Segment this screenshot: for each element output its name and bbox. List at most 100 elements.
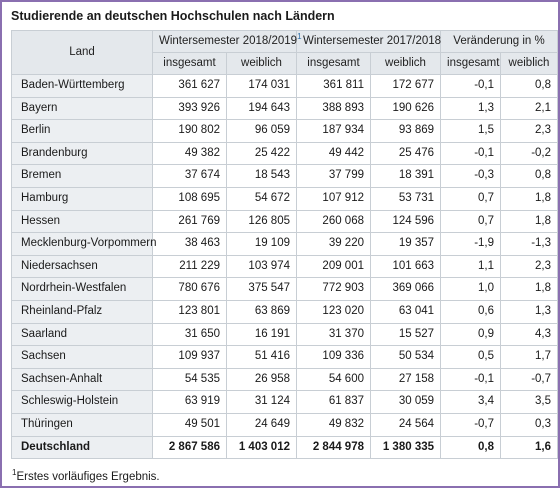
- table-row: Hamburg 108 695 54 672 107 912 53 731 0,7 1,8: [11, 186, 559, 211]
- header-ws2017: Wintersemester 2017/2018: [295, 30, 441, 53]
- value-cell: 53 731: [369, 186, 442, 211]
- value-cell: 24 564: [369, 412, 442, 437]
- land-name-cell: Bayern: [11, 96, 153, 121]
- header-ws2018-footnote-ref[interactable]: 1: [297, 32, 302, 42]
- value-cell: 187 934: [296, 119, 371, 143]
- value-cell: 190 626: [369, 96, 442, 121]
- value-cell: 361 811: [296, 74, 371, 98]
- table-row: Sachsen-Anhalt 54 535 26 958 54 600 27 158 -0…: [11, 367, 559, 392]
- value-cell: -0,2: [500, 141, 559, 166]
- value-cell: 0,5: [440, 345, 502, 369]
- value-cell: 0,8: [440, 435, 502, 460]
- value-cell: 37 674: [152, 164, 227, 188]
- land-name-cell: Bremen: [11, 164, 153, 188]
- land-name-cell: Nordrhein-Westfalen: [11, 277, 153, 301]
- table-row: Rheinland-Pfalz 123 801 63 869 123 020 63 04…: [11, 299, 559, 324]
- value-cell: 108 695: [152, 186, 227, 211]
- land-name-cell: Hamburg: [11, 186, 153, 211]
- value-cell: 1,6: [500, 435, 559, 460]
- table-title: Studierende an deutschen Hochschulen nac…: [11, 9, 335, 23]
- value-cell: 54 535: [152, 367, 227, 392]
- value-cell: 63 041: [369, 299, 442, 324]
- value-cell: 3,5: [500, 390, 559, 414]
- value-cell: 1,3: [500, 299, 559, 324]
- value-cell: -1,3: [500, 232, 559, 256]
- header-land: Land: [11, 30, 153, 75]
- value-cell: 174 031: [226, 74, 297, 98]
- value-cell: -1,9: [440, 232, 502, 256]
- value-cell: 1,0: [440, 277, 502, 301]
- land-name-cell: Saarland: [11, 322, 153, 347]
- value-cell: 393 926: [152, 96, 227, 121]
- value-cell: 24 649: [226, 412, 297, 437]
- land-name-cell: Sachsen: [11, 345, 153, 369]
- value-cell: 1,1: [440, 254, 502, 279]
- value-cell: 49 382: [152, 141, 227, 166]
- subheader-cell: weiblich: [226, 52, 297, 75]
- value-cell: 50 534: [369, 345, 442, 369]
- value-cell: 25 476: [369, 141, 442, 166]
- value-cell: 96 059: [226, 119, 297, 143]
- value-cell: -0,1: [440, 367, 502, 392]
- value-cell: 190 802: [152, 119, 227, 143]
- value-cell: 19 109: [226, 232, 297, 256]
- value-cell: 361 627: [152, 74, 227, 98]
- table-row: Brandenburg 49 382 25 422 49 442 25 476 -0,1-…: [11, 141, 559, 166]
- land-name-cell: Sachsen-Anhalt: [11, 367, 153, 392]
- total-row: Deutschland 2 867 586 1 403 012 2 844 978 1 …: [11, 435, 559, 460]
- value-cell: 2,1: [500, 96, 559, 121]
- value-cell: 1,3: [440, 96, 502, 121]
- value-cell: 0,8: [500, 74, 559, 98]
- value-cell: -0,1: [440, 74, 502, 98]
- land-name-cell: Baden-Württemberg: [11, 74, 153, 98]
- value-cell: 109 336: [296, 345, 371, 369]
- value-cell: 63 869: [226, 299, 297, 324]
- value-cell: 107 912: [296, 186, 371, 211]
- value-cell: 49 832: [296, 412, 371, 437]
- land-name-cell: Thüringen: [11, 412, 153, 437]
- table-row: Baden-Württemberg 361 627 174 031 361 811 17…: [11, 74, 559, 98]
- header-ws2018: Wintersemester 2018/20191: [152, 30, 302, 53]
- value-cell: 16 191: [226, 322, 297, 347]
- value-cell: 123 020: [296, 299, 371, 324]
- land-name-cell: Brandenburg: [11, 141, 153, 166]
- land-name-cell: Hessen: [11, 209, 153, 234]
- value-cell: 54 600: [296, 367, 371, 392]
- students-table: Land Wintersemester 2018/20191 Wintersem…: [11, 30, 559, 460]
- value-cell: -0,7: [440, 412, 502, 437]
- table-row: Sachsen 109 937 51 416 109 336 50 534 0,5 1,7: [11, 345, 559, 369]
- header-row-top: Land Wintersemester 2018/20191 Wintersem…: [11, 30, 559, 75]
- value-cell: 0,8: [500, 164, 559, 188]
- value-cell: 54 672: [226, 186, 297, 211]
- value-cell: 101 663: [369, 254, 442, 279]
- value-cell: 1,8: [500, 277, 559, 301]
- subheader-cell: weiblich: [369, 52, 442, 75]
- value-cell: 49 501: [152, 412, 227, 437]
- value-cell: 194 643: [226, 96, 297, 121]
- value-cell: -0,3: [440, 164, 502, 188]
- land-name-cell: Rheinland-Pfalz: [11, 299, 153, 324]
- value-cell: 209 001: [296, 254, 371, 279]
- value-cell: 109 937: [152, 345, 227, 369]
- footnote: 1Erstes vorläufiges Ergebnis.: [11, 469, 549, 483]
- value-cell: 369 066: [369, 277, 442, 301]
- value-cell: 388 893: [296, 96, 371, 121]
- value-cell: 31 650: [152, 322, 227, 347]
- table-row: Bayern 393 926 194 643 388 893 190 626 1,3 2,1: [11, 96, 559, 121]
- value-cell: 2,3: [500, 119, 559, 143]
- table-row: Hessen 261 769 126 805 260 068 124 596 0,7 1,8: [11, 209, 559, 234]
- subheader-cell: insgesamt: [296, 52, 371, 75]
- land-name-cell: Mecklenburg-Vorpommern: [11, 232, 157, 256]
- value-cell: 1 403 012: [226, 435, 297, 460]
- land-name-cell: Schleswig-Holstein: [11, 390, 153, 414]
- subheader-cell: insgesamt: [440, 52, 502, 75]
- value-cell: 375 547: [226, 277, 297, 301]
- value-cell: 0,6: [440, 299, 502, 324]
- value-cell: 31 370: [296, 322, 371, 347]
- value-cell: 4,3: [500, 322, 559, 347]
- value-cell: 0,9: [440, 322, 502, 347]
- value-cell: 772 903: [296, 277, 371, 301]
- value-cell: 1,8: [500, 186, 559, 211]
- value-cell: 211 229: [152, 254, 227, 279]
